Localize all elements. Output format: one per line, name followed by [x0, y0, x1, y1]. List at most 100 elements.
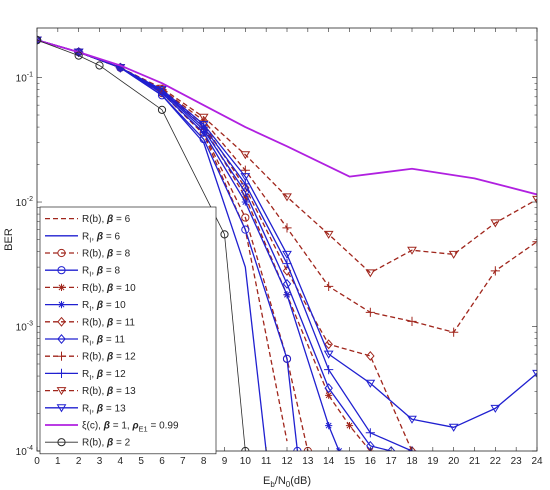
data-point: [448, 423, 459, 432]
data-point: [157, 86, 167, 95]
data-point: [323, 230, 334, 239]
data-point: [282, 278, 292, 289]
data-point: [282, 354, 292, 363]
x-tick-label: 14: [323, 456, 335, 467]
legend-label: R(b), β = 12: [82, 352, 136, 363]
axes: 0 1 2 3 4 5 6 7 8 9 10 11 12 13 14 15 16 17 18 19 20 21 22 23 24…: [16, 27, 543, 467]
data-point: [325, 391, 333, 399]
x-tick-label: 13: [302, 456, 314, 467]
x-tick-label: 19: [427, 456, 439, 467]
legend-marker: [56, 351, 67, 361]
legend-item: RI, β = 11: [45, 334, 125, 348]
data-point: [490, 404, 501, 413]
legend-marker: [57, 334, 66, 344]
data-point: [365, 269, 376, 278]
data-point: [198, 120, 209, 130]
x-tick-label: 17: [386, 456, 398, 467]
x-tick-label: 7: [180, 456, 186, 467]
x-tick-label: 15: [344, 456, 356, 467]
data-point: [282, 250, 292, 259]
legend-item: RI, β = 8: [45, 266, 121, 279]
series-line: [37, 39, 246, 451]
legend-label: RI, β = 12: [82, 369, 126, 382]
data-point: [407, 246, 417, 255]
legend-marker: [57, 266, 66, 275]
data-point: [37, 35, 42, 46]
data-point: [532, 237, 537, 247]
x-tick-label: 12: [281, 456, 293, 467]
data-point: [323, 350, 334, 359]
data-point: [240, 151, 251, 160]
data-point: [366, 350, 375, 361]
legend-item: R(b), β = 10: [45, 283, 136, 294]
data-point: [407, 415, 417, 424]
data-point: [282, 223, 292, 233]
x-tick-label: 18: [406, 456, 418, 467]
legend-item: RI, β = 10: [45, 300, 126, 313]
x-tick-label: 0: [34, 456, 40, 467]
legend-item: RI, β = 12: [45, 368, 126, 382]
y-tick-label: 10-4: [16, 445, 33, 458]
data-point: [200, 129, 208, 137]
data-point: [532, 195, 537, 204]
data-point: [198, 113, 209, 122]
legend-item: R(b), β = 13: [45, 386, 136, 397]
legend-marker: [56, 404, 67, 413]
x-tick-label: 1: [55, 456, 61, 467]
legend-label: R(b), β = 8: [82, 249, 131, 260]
x-tick-label: 6: [159, 456, 165, 467]
y-tick-label: 10-2: [16, 196, 33, 209]
data-point: [220, 230, 229, 239]
legend-marker: [57, 301, 66, 309]
x-axis-title: Eb/N0(dB): [263, 475, 311, 489]
data-point: [282, 259, 292, 269]
x-tick-label: 8: [201, 456, 207, 467]
series-line: [37, 39, 537, 196]
legend-label: RI, β = 10: [82, 300, 126, 313]
data-point: [324, 339, 333, 350]
x-tick-label: 21: [469, 456, 481, 467]
legend-item: R(b), β = 12: [45, 351, 136, 363]
series-lines: [37, 35, 537, 451]
legend-label: RI, β = 11: [82, 335, 125, 348]
data-point: [74, 51, 83, 60]
x-tick-label: 9: [222, 456, 228, 467]
series-line: [37, 39, 537, 428]
data-point: [324, 365, 334, 375]
legend-marker: [57, 248, 66, 258]
legend-marker: [57, 438, 66, 447]
data-point: [386, 446, 396, 451]
series-12: [37, 39, 537, 196]
series-group: [37, 35, 537, 451]
data-point: [283, 291, 291, 299]
x-tick-label: 16: [365, 456, 377, 467]
data-point: [241, 213, 250, 222]
x-tick-label: 3: [97, 456, 103, 467]
data-point: [448, 250, 459, 259]
x-tick-label: 11: [261, 456, 272, 467]
legend-item: RI, β = 13: [45, 403, 126, 416]
x-tick-label: 20: [448, 456, 460, 467]
data-point: [449, 327, 459, 337]
x-tick-label: 24: [531, 456, 543, 467]
data-point: [324, 281, 334, 292]
legend-label: R(b), β = 13: [82, 386, 136, 397]
data-point: [324, 383, 333, 394]
legend-marker: [56, 368, 67, 378]
data-point: [365, 307, 375, 317]
series-line: [37, 39, 537, 274]
data-point: [240, 173, 251, 182]
data-point: [241, 225, 250, 234]
legend-label: RI, β = 6: [82, 231, 121, 244]
legend-box: [39, 206, 217, 455]
data-point: [345, 421, 354, 430]
data-point: [532, 369, 537, 378]
legend-label: RI, β = 13: [82, 403, 126, 416]
x-tick-label: 5: [138, 456, 144, 467]
legend-label: ξ(c), β = 1, ρE1 = 0.99: [82, 421, 179, 434]
legend-item: ξ(c), β = 1, ρE1 = 0.99: [45, 421, 179, 434]
legend-label: R(b), β = 10: [82, 283, 136, 294]
legend-label: R(b), β = 2: [82, 438, 131, 449]
